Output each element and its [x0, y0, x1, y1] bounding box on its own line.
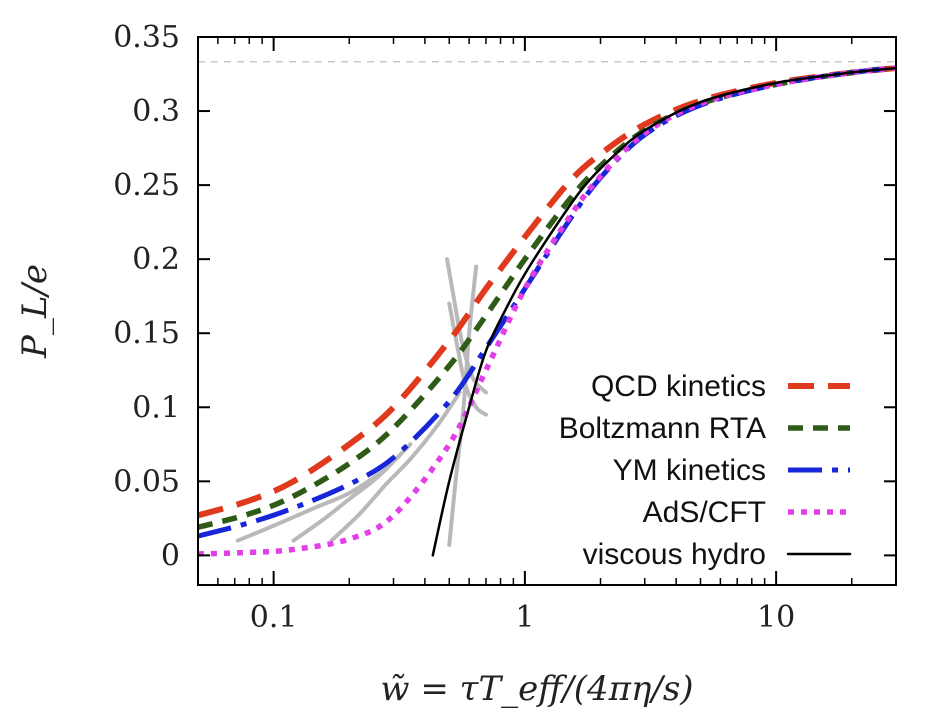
x-axis-title: w̃ = τT_eff/(4πη/s) [380, 669, 693, 709]
gray-curve-3 [329, 390, 462, 543]
series-line-ads-cft [198, 65, 896, 557]
x-tick-label: 1 [515, 600, 534, 635]
series-line-qcd-kinetics [198, 65, 896, 519]
y-tick-label: 0 [161, 538, 180, 573]
gray-curve-6 [447, 264, 479, 548]
legend-label-boltzmann-rta: Boltzmann RTA [559, 412, 766, 445]
legend: QCD kinetics Boltzmann RTA YM kinetics AdS/… [559, 370, 852, 571]
y-tick-label: 0.05 [113, 464, 180, 499]
x-tick-label: 0.1 [250, 600, 298, 635]
y-axis-title: P_L/e [15, 264, 55, 359]
plot-frame [197, 36, 897, 586]
legend-label-qcd-kinetics: QCD kinetics [591, 370, 766, 403]
gray-curve-2 [291, 442, 413, 543]
series-line-viscous-hydro [431, 66, 896, 557]
series-line-boltzmann-rta [198, 65, 896, 530]
y-tick-label: 0.15 [113, 316, 180, 351]
legend-label-ads-cft: AdS/CFT [643, 496, 766, 529]
y-tick-label: 0.3 [132, 94, 180, 129]
y-tick-label: 0.35 [113, 20, 180, 55]
legend-label-viscous-hydro: viscous hydro [583, 538, 766, 571]
y-tick-label: 0.2 [132, 242, 180, 277]
y-tick-label: 0.25 [113, 168, 180, 203]
gray-curve-1 [235, 467, 388, 543]
series-group [198, 65, 896, 557]
series-line-ym-kinetics [198, 65, 896, 539]
x-tick-label: 10 [757, 600, 795, 635]
legend-label-ym-kinetics: YM kinetics [613, 454, 766, 487]
y-tick-label: 0.1 [132, 390, 180, 425]
